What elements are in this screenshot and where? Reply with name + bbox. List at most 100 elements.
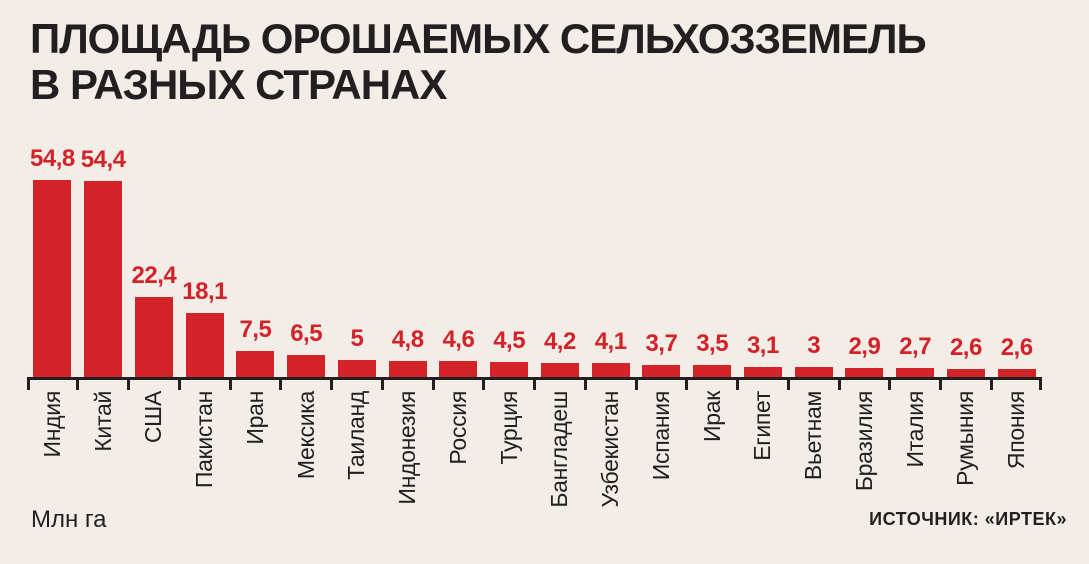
axis-tick bbox=[1039, 377, 1042, 390]
country-label-cell: Пакистан bbox=[179, 391, 230, 516]
bar-column: 4,1 bbox=[585, 144, 636, 378]
bar bbox=[997, 369, 1036, 378]
country-label-cell: Мексика bbox=[281, 391, 332, 516]
axis-tick bbox=[279, 377, 283, 390]
bar-column: 2,6 bbox=[941, 144, 992, 378]
bar bbox=[388, 361, 427, 378]
axis-tick bbox=[634, 377, 638, 390]
bar-column: 3,7 bbox=[636, 144, 687, 378]
country-label: Бангладеш bbox=[546, 391, 573, 508]
country-label: Индонезия bbox=[394, 391, 421, 505]
country-label-cell: Таиланд bbox=[332, 391, 383, 516]
chart-title-line1: ПЛОЩАДЬ ОРОШАЕМЫХ СЕЛЬХОЗЗЕМЕЛЬ bbox=[30, 15, 927, 62]
country-label: Россия bbox=[444, 391, 471, 465]
axis-tick bbox=[27, 377, 30, 390]
axis-tick bbox=[888, 377, 892, 390]
axis-tick bbox=[431, 377, 435, 390]
country-label: Мексика bbox=[292, 391, 319, 480]
axis-tick bbox=[76, 377, 80, 390]
bar-column: 4,2 bbox=[535, 144, 586, 378]
bar bbox=[337, 360, 376, 378]
bar bbox=[439, 361, 478, 378]
country-label: Япония bbox=[1003, 391, 1030, 470]
axis-tick bbox=[228, 377, 232, 390]
country-label-cell: Узбекистан bbox=[585, 391, 636, 516]
bar bbox=[896, 368, 935, 378]
bar-column: 4,6 bbox=[433, 144, 484, 378]
bar-column: 5 bbox=[332, 144, 383, 378]
country-label: Бразилия bbox=[850, 391, 877, 492]
bar bbox=[185, 313, 224, 378]
bar-value-label: 7,5 bbox=[239, 316, 272, 343]
country-label-cell: Китай bbox=[78, 391, 129, 516]
country-label-cell: США bbox=[129, 391, 180, 516]
axis-tick bbox=[583, 377, 587, 390]
x-axis-labels: Индия Китай США Пакистан Иран Мексика Таиланд И… bbox=[27, 391, 1042, 516]
bar-value-label: 54,8 bbox=[30, 145, 75, 172]
bar-value-label: 4,6 bbox=[442, 326, 475, 353]
bar-value-label: 22,4 bbox=[131, 262, 177, 289]
axis-tick bbox=[837, 377, 841, 390]
country-label-cell: Индонезия bbox=[382, 391, 433, 516]
country-label: Вьетнам bbox=[800, 391, 827, 481]
axis-tick bbox=[127, 377, 130, 390]
axis-tick bbox=[939, 377, 942, 390]
axis-tick bbox=[786, 377, 790, 390]
bar-value-label: 4,8 bbox=[391, 326, 424, 353]
x-axis bbox=[27, 377, 1042, 390]
country-label-cell: Испания bbox=[636, 391, 687, 516]
bar-value-label: 3,5 bbox=[696, 330, 729, 357]
bar bbox=[845, 368, 884, 378]
bar-column: 54,8 bbox=[27, 144, 78, 378]
axis-tick bbox=[482, 377, 486, 390]
country-label: Пакистан bbox=[191, 391, 218, 489]
country-label: США bbox=[140, 391, 167, 444]
bar-column: 2,9 bbox=[839, 144, 890, 378]
bar bbox=[490, 362, 529, 378]
bar-value-label: 3,7 bbox=[645, 330, 678, 357]
unit-label: Млн га bbox=[31, 506, 107, 533]
bar bbox=[946, 369, 985, 378]
country-label-cell: Бангладеш bbox=[535, 391, 586, 516]
bar bbox=[743, 367, 782, 378]
bar-column: 18,1 bbox=[179, 144, 230, 378]
bar-column: 2,6 bbox=[991, 144, 1042, 378]
bar-value-label: 2,6 bbox=[1000, 334, 1033, 361]
axis-tick bbox=[533, 377, 536, 390]
country-label: Узбекистан bbox=[597, 391, 624, 508]
bar bbox=[134, 297, 173, 378]
bars-area: 54,8 54,4 22,4 18,1 7,5 6,5 5 4,8 4,6 4,5 4,2 4,1 3,… bbox=[27, 144, 1042, 378]
bar bbox=[33, 180, 72, 378]
source-label: ИСТОЧНИК: «ИРТЕК» bbox=[869, 509, 1067, 529]
country-label: Китай bbox=[89, 391, 116, 452]
bar-column: 54,4 bbox=[78, 144, 129, 378]
bar-value-label: 6,5 bbox=[290, 320, 323, 347]
axis-tick bbox=[989, 377, 993, 390]
country-label-cell: Египет bbox=[738, 391, 789, 516]
axis-tick bbox=[736, 377, 739, 390]
bar-value-label: 5 bbox=[350, 325, 364, 352]
country-label-cell: Иран bbox=[230, 391, 281, 516]
chart-title-line2: В РАЗНЫХ СТРАНАХ bbox=[30, 61, 447, 108]
bar bbox=[236, 351, 275, 378]
bar-value-label: 4,2 bbox=[543, 328, 576, 355]
bar-value-label: 2,9 bbox=[848, 333, 881, 360]
bar-column: 2,7 bbox=[890, 144, 941, 378]
bar-column: 3 bbox=[788, 144, 839, 378]
bar bbox=[591, 363, 630, 378]
bar bbox=[84, 181, 123, 378]
country-label: Румыния bbox=[952, 391, 979, 486]
bar-column: 22,4 bbox=[129, 144, 180, 378]
country-label-cell: Индия bbox=[27, 391, 78, 516]
bar-column: 4,5 bbox=[484, 144, 535, 378]
bar-column: 3,1 bbox=[738, 144, 789, 378]
country-label: Италия bbox=[901, 391, 928, 468]
axis-tick bbox=[685, 377, 689, 390]
country-label-cell: Россия bbox=[433, 391, 484, 516]
country-label-cell: Япония bbox=[991, 391, 1042, 516]
bar bbox=[794, 367, 833, 378]
country-label-cell: Ирак bbox=[687, 391, 738, 516]
country-label-cell: Вьетнам bbox=[788, 391, 839, 516]
country-label-cell: Италия bbox=[890, 391, 941, 516]
